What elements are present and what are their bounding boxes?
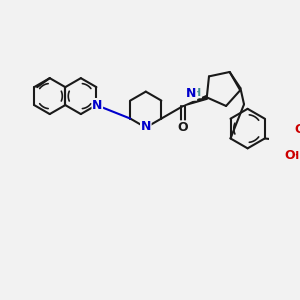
Text: N: N bbox=[92, 99, 103, 112]
Text: O: O bbox=[178, 121, 188, 134]
Text: O: O bbox=[294, 123, 300, 136]
Text: N: N bbox=[141, 120, 151, 133]
Text: N: N bbox=[186, 87, 197, 100]
Polygon shape bbox=[183, 96, 207, 106]
Text: O: O bbox=[285, 149, 295, 162]
Text: H: H bbox=[192, 88, 201, 98]
Text: H: H bbox=[290, 151, 299, 160]
